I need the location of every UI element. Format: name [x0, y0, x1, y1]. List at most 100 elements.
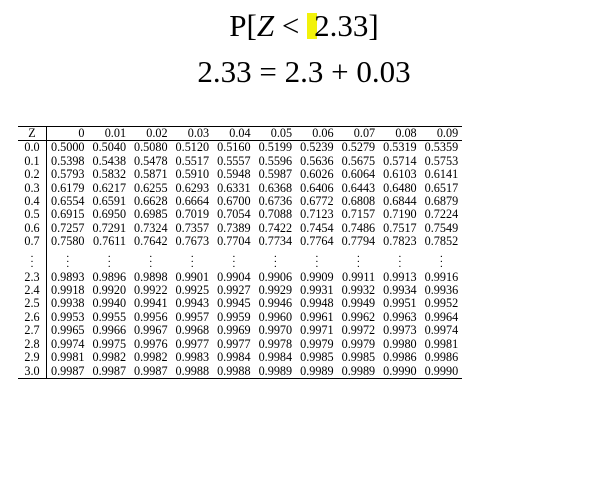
- table-row: 0.5 0.6915 0.6950 0.6985 0.7019 0.7054 0.7088 0…: [18, 207, 462, 222]
- table-cell: 0.9990: [379, 364, 421, 379]
- vertical-ellipsis-icon: ...: [232, 248, 236, 271]
- table-cell: 0.9953: [51, 309, 85, 324]
- table-cell: 0.7224: [424, 207, 459, 222]
- table-cell: 0.9925: [175, 283, 210, 298]
- table-cell: 0.9989: [296, 364, 338, 379]
- table-cell: 0.5478: [134, 153, 168, 168]
- table-cell: 0.9934: [383, 283, 417, 298]
- row-z-label: 2.8: [18, 337, 47, 352]
- table-cell: 0.9972: [341, 323, 376, 338]
- row-z-label: 2.6: [18, 310, 47, 325]
- table-cell: 0.6064: [341, 167, 376, 182]
- table-cell: 0.9963: [383, 309, 417, 324]
- table-row: 2.8 0.9974 0.9975 0.9976 0.9977 0.9977 0.9978 0…: [18, 336, 462, 352]
- row-z-label: 0.7: [18, 234, 47, 249]
- table-cell: 0.9904: [217, 269, 251, 284]
- table-cell: 0.9977: [217, 336, 251, 351]
- table-cell: 0.9978: [258, 336, 293, 351]
- table-cell: 0.5557: [217, 153, 251, 168]
- table-cell: 0.9906: [258, 269, 293, 284]
- table-cell: 0.9988: [171, 364, 214, 379]
- table-cell: 0.9979: [300, 336, 334, 351]
- ellipsis-row: .................................: [18, 248, 462, 271]
- table-cell: 0.9959: [217, 309, 251, 324]
- table-row: 3.0 0.9987 0.9987 0.9987 0.9988 0.9988 0.9989 0…: [18, 364, 463, 379]
- table-cell: 0.7673: [175, 234, 210, 249]
- table-cell: 0.9987: [46, 364, 89, 379]
- z-table-header: Z 0 0.01 0.02 0.03 0.04 0.05 0.06 0.07 0.08 0.09: [18, 125, 463, 142]
- table-cell: 0.6103: [383, 167, 417, 182]
- prob-prefix: P[: [229, 8, 257, 43]
- row-z-label: 2.9: [18, 350, 47, 365]
- table-cell: 0.9988: [213, 364, 255, 379]
- table-cell: 0.9916: [424, 269, 459, 284]
- table-cell: 0.9927: [217, 283, 251, 298]
- table-cell: 0.7486: [341, 220, 376, 235]
- z-table-body: 0.0 0.5000 0.5040 0.5080 0.5120 0.5160 0.5199 0…: [18, 141, 463, 379]
- table-cell: 0.9980: [383, 336, 417, 351]
- table-row: 0.0 0.5000 0.5040 0.5080 0.5120 0.5160 0.5199 0…: [18, 141, 462, 155]
- vertical-ellipsis-icon: ...: [356, 248, 360, 271]
- column-header: 0.02: [130, 125, 172, 142]
- table-cell: 0.6844: [383, 194, 417, 209]
- table-cell: 0.6664: [175, 194, 210, 209]
- table-cell: 0.9990: [420, 364, 463, 379]
- row-z-label: 0.0: [18, 141, 47, 155]
- table-cell: 0.9909: [300, 269, 334, 284]
- table-cell: 0.9977: [175, 336, 210, 351]
- table-cell: 0.9989: [337, 364, 380, 379]
- table-row: 0.3 0.6179 0.6217 0.6255 0.6293 0.6331 0.6368 0…: [18, 180, 462, 196]
- table-cell: 0.5714: [383, 153, 417, 168]
- vertical-ellipsis-icon: ...: [18, 248, 47, 271]
- table-cell: 0.5675: [341, 153, 376, 168]
- table-row: 2.3 0.9893 0.9896 0.9898 0.9901 0.9904 0.9906 0…: [18, 269, 462, 285]
- vertical-ellipsis-icon: ...: [190, 248, 194, 271]
- table-cell: 0.9985: [300, 350, 334, 365]
- table-cell: 0.5319: [383, 140, 417, 155]
- table-cell: 0.9898: [134, 269, 168, 284]
- table-cell: 0.9911: [342, 269, 376, 284]
- table-row: 0.4 0.6554 0.6591 0.6628 0.6664 0.6700 0.6736 0…: [18, 194, 462, 209]
- table-cell: 0.6736: [258, 194, 293, 209]
- table-cell: 0.6808: [341, 194, 376, 209]
- table-cell: 0.9946: [258, 296, 293, 311]
- table-row: 2.5 0.9938 0.9940 0.9941 0.9943 0.9945 0.9946 0…: [18, 296, 462, 311]
- column-header: 0.01: [88, 125, 131, 142]
- table-cell: 0.9981: [424, 336, 459, 351]
- row-z-label: 3.0: [18, 364, 47, 379]
- table-cell: 0.5987: [258, 167, 293, 182]
- table-cell: 0.6293: [175, 180, 210, 195]
- table-cell: 0.5080: [134, 140, 168, 155]
- table-cell: 0.6406: [300, 180, 334, 195]
- table-cell: 0.9981: [51, 350, 85, 365]
- table-cell: 0.6985: [134, 207, 168, 222]
- table-cell: 0.5199: [258, 140, 293, 155]
- z-column-header: Z: [18, 125, 47, 142]
- table-cell: 0.7324: [134, 220, 168, 235]
- table-cell: 0.6217: [92, 180, 127, 195]
- row-z-label: 0.2: [18, 167, 47, 182]
- table-row: 2.9 0.9981 0.9982 0.9982 0.9983 0.9984 0.9984 0…: [18, 350, 462, 365]
- table-cell: 0.9967: [134, 323, 168, 338]
- row-z-label: 0.4: [18, 194, 47, 209]
- table-cell: 0.7517: [383, 220, 417, 235]
- table-cell: 0.7580: [51, 234, 85, 249]
- column-header: 0.07: [337, 125, 380, 142]
- table-cell: 0.7734: [258, 234, 293, 249]
- table-cell: 0.9957: [175, 309, 210, 324]
- table-cell: 0.9969: [217, 323, 251, 338]
- table-cell: 0.9951: [383, 296, 417, 311]
- table-cell: 0.9932: [341, 283, 376, 298]
- table-cell: 0.5000: [51, 140, 85, 155]
- table-cell: 0.5910: [175, 167, 210, 182]
- table-cell: 0.5793: [51, 167, 85, 182]
- table-cell: 0.5120: [175, 140, 210, 155]
- column-header: 0.04: [213, 125, 255, 142]
- table-cell: 0.6141: [424, 167, 459, 182]
- table-cell: 0.9955: [92, 309, 127, 324]
- vertical-ellipsis-icon: ...: [398, 248, 402, 271]
- table-cell: 0.9918: [51, 283, 85, 298]
- row-z-label: 2.5: [18, 297, 47, 311]
- row-z-label: 0.5: [18, 208, 47, 222]
- table-cell: 0.9984: [217, 350, 251, 365]
